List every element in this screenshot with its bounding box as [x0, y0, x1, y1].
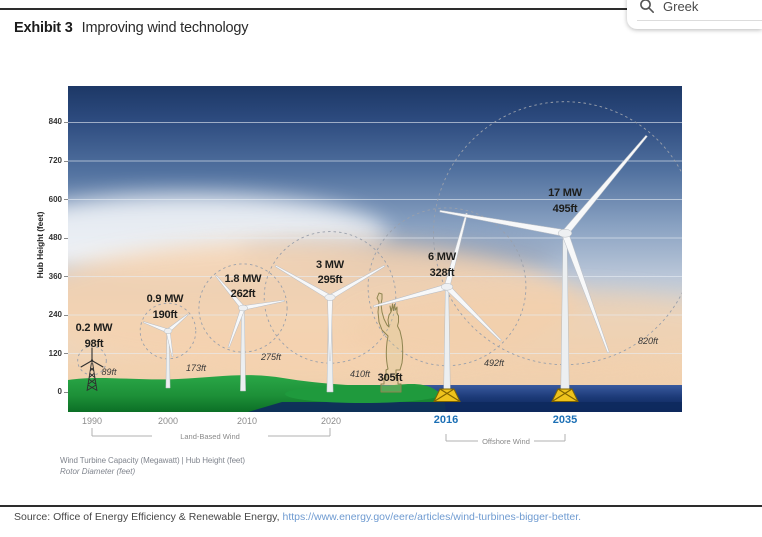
capacity-label-3mw: 3 MW	[316, 259, 345, 271]
offshore-platform-2035	[551, 388, 579, 403]
turbine-1990-lattice	[80, 347, 104, 392]
x-year-2020: 2020	[320, 416, 342, 426]
turbine-2020	[274, 264, 386, 393]
y-tick-0: 0	[57, 387, 62, 396]
capacity-label-6mw: 6 MW	[428, 251, 457, 263]
rotor-circle-3mw	[263, 231, 397, 364]
y-tick-720: 720	[48, 156, 62, 165]
offshore-wind-label: Offshore Wind	[482, 437, 530, 446]
rotor-label-820ft: 820ft	[638, 336, 659, 346]
page-title: Improving wind technology	[81, 20, 249, 36]
source-text: Source: Office of Energy Efficiency & Re…	[14, 511, 283, 523]
statue-island	[285, 385, 441, 403]
search-input[interactable]	[663, 0, 749, 14]
exhibit-label: Exhibit 3	[14, 20, 73, 36]
rotor-label-275ft: 275ft	[260, 352, 282, 362]
exhibit-title-row: Exhibit 3 Improving wind technology	[14, 20, 249, 36]
x-year-2010: 2010	[236, 416, 258, 426]
turbine-2010	[215, 275, 285, 392]
rotor-label-173ft: 173ft	[186, 363, 207, 373]
y-tick-840: 840	[48, 117, 62, 126]
foreground-water	[248, 402, 682, 412]
y-tick-480: 480	[48, 233, 62, 242]
wind-technology-chart: 0.2 MW 98ft 0.9 MW 190ft 1.8 MW 262ft 3 …	[0, 86, 748, 412]
turbine-2016-offshore	[373, 212, 502, 403]
rotor-label-492ft: 492ft	[484, 358, 505, 368]
turbine-2000	[143, 313, 189, 389]
statue-height-label: 305ft	[378, 372, 403, 384]
group-brackets: Land-Based Wind Offshore Wind	[91, 428, 566, 446]
rotor-circle-0.9mw	[139, 302, 197, 360]
hub-label-262ft: 262ft	[231, 288, 256, 300]
x-year-2016: 2016	[433, 414, 459, 426]
hub-label-190ft: 190ft	[153, 309, 178, 321]
header-divider	[0, 8, 762, 10]
y-axis-title: Hub Height (feet)	[35, 211, 45, 279]
rotor-label-410ft: 410ft	[350, 369, 371, 379]
search-icon[interactable]	[639, 0, 655, 14]
turbine-2035-offshore	[439, 134, 648, 403]
capacity-label-1.8mw: 1.8 MW	[225, 273, 263, 285]
capacity-label-0.2mw: 0.2 MW	[76, 322, 114, 334]
y-tick-240: 240	[48, 310, 62, 319]
hub-label-495ft: 495ft	[553, 203, 578, 215]
chart-svg: 0.2 MW 98ft 0.9 MW 190ft 1.8 MW 262ft 3 …	[0, 86, 748, 412]
legend-rotor-diameter: Rotor Diameter (feet)	[60, 467, 136, 476]
y-tick-360: 360	[48, 272, 62, 281]
y-tick-120: 120	[48, 349, 62, 358]
hub-label-328ft: 328ft	[430, 267, 455, 279]
offshore-platform-2016	[433, 388, 461, 403]
capacity-label-0.9mw: 0.9 MW	[147, 293, 185, 305]
source-link[interactable]: https://www.energy.gov/eere/articles/win…	[282, 511, 582, 523]
x-year-2035: 2035	[552, 414, 578, 426]
land-based-wind-label: Land-Based Wind	[180, 432, 240, 441]
search-panel[interactable]	[627, 0, 762, 29]
statue-of-liberty-silhouette	[376, 292, 404, 393]
x-year-1990: 1990	[81, 416, 103, 426]
capacity-label-17mw: 17 MW	[548, 187, 583, 199]
rotor-circle-1.8mw	[198, 263, 288, 353]
rotor-label-89ft: 89ft	[101, 367, 117, 377]
x-year-2000: 2000	[157, 416, 179, 426]
hub-label-98ft: 98ft	[85, 338, 104, 350]
search-input-underline	[637, 20, 762, 21]
hub-label-295ft: 295ft	[318, 274, 343, 286]
y-tick-600: 600	[48, 195, 62, 204]
source-line: Source: Office of Energy Efficiency & Re…	[14, 511, 581, 523]
legend-capacity-hub: Wind Turbine Capacity (Megawatt) | Hub H…	[60, 456, 245, 465]
footer-divider	[0, 505, 762, 507]
